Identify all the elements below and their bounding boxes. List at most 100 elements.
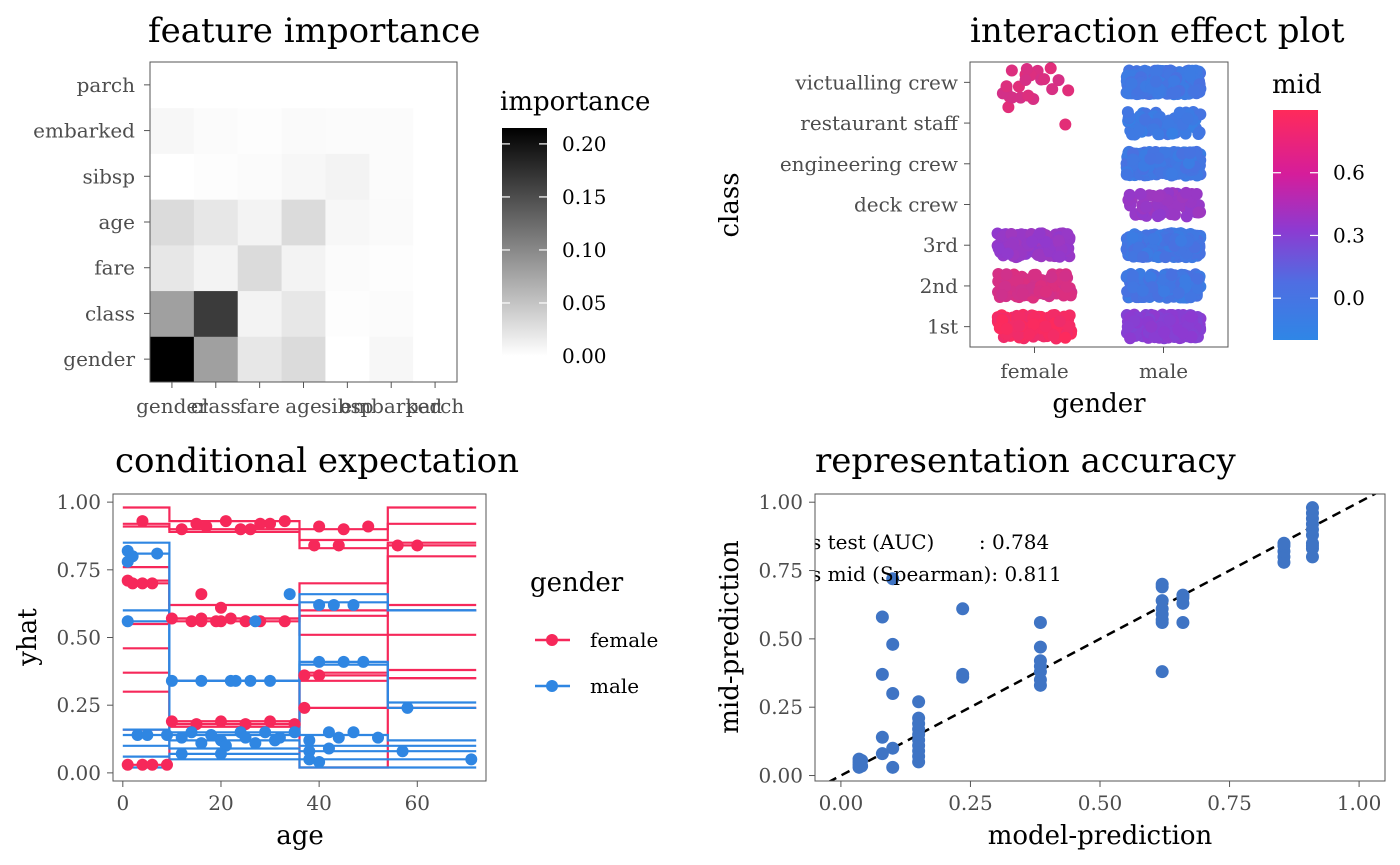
accuracy-point-46: [1176, 588, 1190, 602]
mid-legend-title: mid: [1272, 70, 1322, 100]
accuracy-point-27: [956, 602, 970, 616]
ice-point-male-13-4: [244, 674, 257, 687]
heatmap-cell-class-gender: [150, 290, 195, 337]
interaction-point-male-2nd: [1126, 269, 1139, 282]
ice-point-male-18-2: [249, 737, 262, 750]
accuracy-ylabel-4: 1.00: [758, 490, 803, 514]
conditional-xlabel-0: 0: [116, 791, 129, 815]
heatmap-cell-age-embarked: [369, 199, 414, 246]
accuracy-point-6: [875, 747, 889, 761]
interaction-point-male-victualling-crew: [1168, 75, 1181, 88]
interaction-point-male-engineering-crew: [1126, 153, 1139, 166]
interaction-point-female-2nd: [1060, 280, 1073, 293]
ice-point-female-5-1: [185, 615, 198, 628]
heatmap-cell-parch-parch: [413, 62, 458, 109]
interaction-xlabel-female: female: [1000, 359, 1068, 383]
heatmap-ylabel-embarked: embarked: [33, 119, 135, 143]
heatmap-cell-fare-class: [193, 244, 239, 292]
interaction-point-male-3rd: [1126, 231, 1139, 244]
interaction-point-male-deck-crew: [1180, 186, 1193, 199]
ice-point-male-16-5: [288, 726, 301, 739]
interaction-point-male-restaurant-staff: [1121, 106, 1134, 119]
importance-legend-label-4: 0.20: [562, 132, 607, 156]
ice-point-female-2-3: [332, 539, 345, 552]
ice-point-female-6-0: [195, 612, 208, 625]
interaction-point-male-victualling-crew: [1121, 86, 1134, 99]
interaction-point-male-victualling-crew: [1187, 85, 1200, 98]
heatmap-cell-gender-age: [281, 336, 326, 383]
interaction-point-male-2nd: [1136, 284, 1149, 297]
interaction-point-male-1st: [1124, 332, 1137, 345]
interaction-point-male-deck-crew: [1152, 190, 1165, 203]
ice-point-female-3-1: [126, 577, 139, 590]
ice-point-female-4-1: [214, 601, 227, 614]
ice-point-male-14-2: [249, 615, 262, 628]
interaction-point-male-victualling-crew: [1150, 75, 1163, 88]
interaction-point-male-deck-crew: [1140, 201, 1153, 214]
interaction-point-male-engineering-crew: [1165, 167, 1178, 180]
ice-point-male-15-1: [141, 728, 154, 741]
heatmap-cell-age-gender: [150, 199, 195, 246]
conditional-ylabel-4: 1.00: [56, 490, 101, 514]
interaction-point-male-engineering-crew: [1183, 147, 1196, 160]
ice-point-female-5-0: [165, 612, 178, 625]
feature-importance-title: feature importance: [148, 11, 480, 51]
ice-point-male-13-7: [327, 599, 340, 612]
heatmap-cell-embarked-sibsp: [325, 107, 370, 154]
accuracy-ylabel-2: 0.50: [758, 627, 803, 651]
conditional-ylabel-1: 0.25: [56, 693, 101, 717]
ice-point-female-6-1: [210, 615, 223, 628]
ice-point-female-0-0: [136, 515, 149, 528]
interaction-point-male-2nd: [1191, 272, 1204, 285]
ice-point-female-1-2: [264, 517, 277, 530]
heatmap-cell-class-embarked: [369, 290, 414, 337]
heatmap-cell-sibsp-sibsp: [325, 153, 370, 200]
heatmap-cell-embarked-parch: [413, 107, 458, 154]
interaction-point-female-3rd: [1033, 227, 1046, 240]
heatmap-cell-gender-embarked: [369, 336, 414, 383]
heatmap-cell-fare-gender: [150, 244, 195, 292]
importance-legend-title: importance: [500, 87, 650, 117]
ice-point-male-19-4: [465, 753, 478, 766]
interaction-point-male-victualling-crew: [1149, 65, 1162, 78]
interaction-point-male-3rd: [1137, 250, 1150, 263]
ice-point-female-0-1: [190, 517, 203, 530]
interaction-point-male-1st: [1148, 331, 1161, 344]
ice-point-female-9-2: [214, 715, 227, 728]
ice-point-female-2-5: [411, 539, 424, 552]
importance-legend-label-3: 0.15: [562, 185, 607, 209]
interaction-y-label: class: [715, 172, 745, 237]
ice-point-female-1-3: [337, 523, 350, 536]
heatmap-cell-age-class: [193, 199, 239, 246]
accuracy-point-9: [875, 610, 889, 624]
heatmap-cell-class-class: [193, 290, 239, 337]
interaction-point-female-3rd: [1052, 234, 1065, 247]
interaction-point-female-1st: [1013, 319, 1026, 332]
identity-reference-line: [827, 494, 1378, 781]
ice-point-male-16-0: [160, 728, 173, 741]
feature-importance-panel: feature importance genderclassfareagesib…: [33, 11, 650, 418]
heatmap-cell-gender-sibsp: [325, 336, 370, 383]
heatmap-cell-sibsp-embarked: [369, 153, 414, 200]
ice-point-female-5-4: [239, 615, 252, 628]
interaction-point-male-engineering-crew: [1120, 168, 1133, 181]
interaction-point-female-2nd: [1016, 288, 1029, 301]
interaction-effect-panel: interaction effect plot 1st 2nd 3rd deck cr…: [715, 11, 1365, 419]
accuracy-point-5: [855, 754, 869, 767]
accuracy-ylabel-0: 0.00: [758, 764, 803, 788]
ice-point-female-0-5: [313, 520, 326, 533]
ice-point-female-0-6: [362, 520, 375, 533]
interaction-point-female-3rd: [1015, 228, 1028, 241]
mid-legend-label-0: 0.0: [1333, 286, 1365, 310]
accuracy-point-40: [1155, 594, 1169, 608]
interaction-point-male-deck-crew: [1192, 206, 1205, 219]
interaction-point-male-3rd: [1159, 251, 1172, 264]
heatmap-xlabel-class: class: [191, 394, 241, 418]
ice-line-male-19: [122, 752, 477, 761]
ice-point-male-14-3: [313, 655, 326, 668]
importance-legend-label-0: 0.00: [562, 344, 607, 368]
heatmap-ylabel-age: age: [98, 210, 135, 234]
interaction-point-female-2nd: [1059, 269, 1072, 282]
ice-point-male-18-3: [268, 734, 281, 747]
